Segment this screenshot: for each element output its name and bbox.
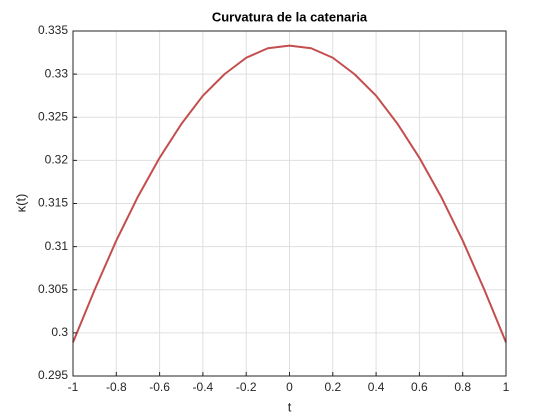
x-axis-label: t	[288, 399, 292, 414]
x-tick-label: 0.2	[324, 380, 341, 394]
y-tick-label: 0.325	[38, 109, 68, 123]
y-tick-label: 0.31	[45, 239, 69, 253]
x-tick-label: 0	[286, 380, 293, 394]
y-tick-label: 0.295	[38, 368, 68, 382]
y-tick-label: 0.33	[45, 66, 69, 80]
x-tick-label: -0.4	[193, 380, 214, 394]
x-tick-label: 1	[503, 380, 510, 394]
y-tick-label: 0.315	[38, 196, 68, 210]
x-tick-label: -0.2	[236, 380, 257, 394]
chart-title: Curvatura de la catenaria	[212, 9, 368, 24]
y-tick-label: 0.305	[38, 282, 68, 296]
x-tick-label: -0.6	[149, 380, 170, 394]
x-tick-label: 0.4	[368, 380, 385, 394]
plot-area	[72, 44, 507, 343]
x-tick-label: 0.8	[454, 380, 471, 394]
x-tick-label: 0.6	[411, 380, 428, 394]
y-tick-label: 0.3	[51, 325, 68, 339]
y-tick-label: 0.32	[45, 153, 69, 167]
line-series	[72, 44, 507, 343]
x-tick-label: -1	[68, 380, 79, 394]
x-tick-label: -0.8	[106, 380, 127, 394]
y-tick-label: 0.335	[38, 23, 68, 37]
y-axis-label: κ(t)	[13, 194, 28, 213]
